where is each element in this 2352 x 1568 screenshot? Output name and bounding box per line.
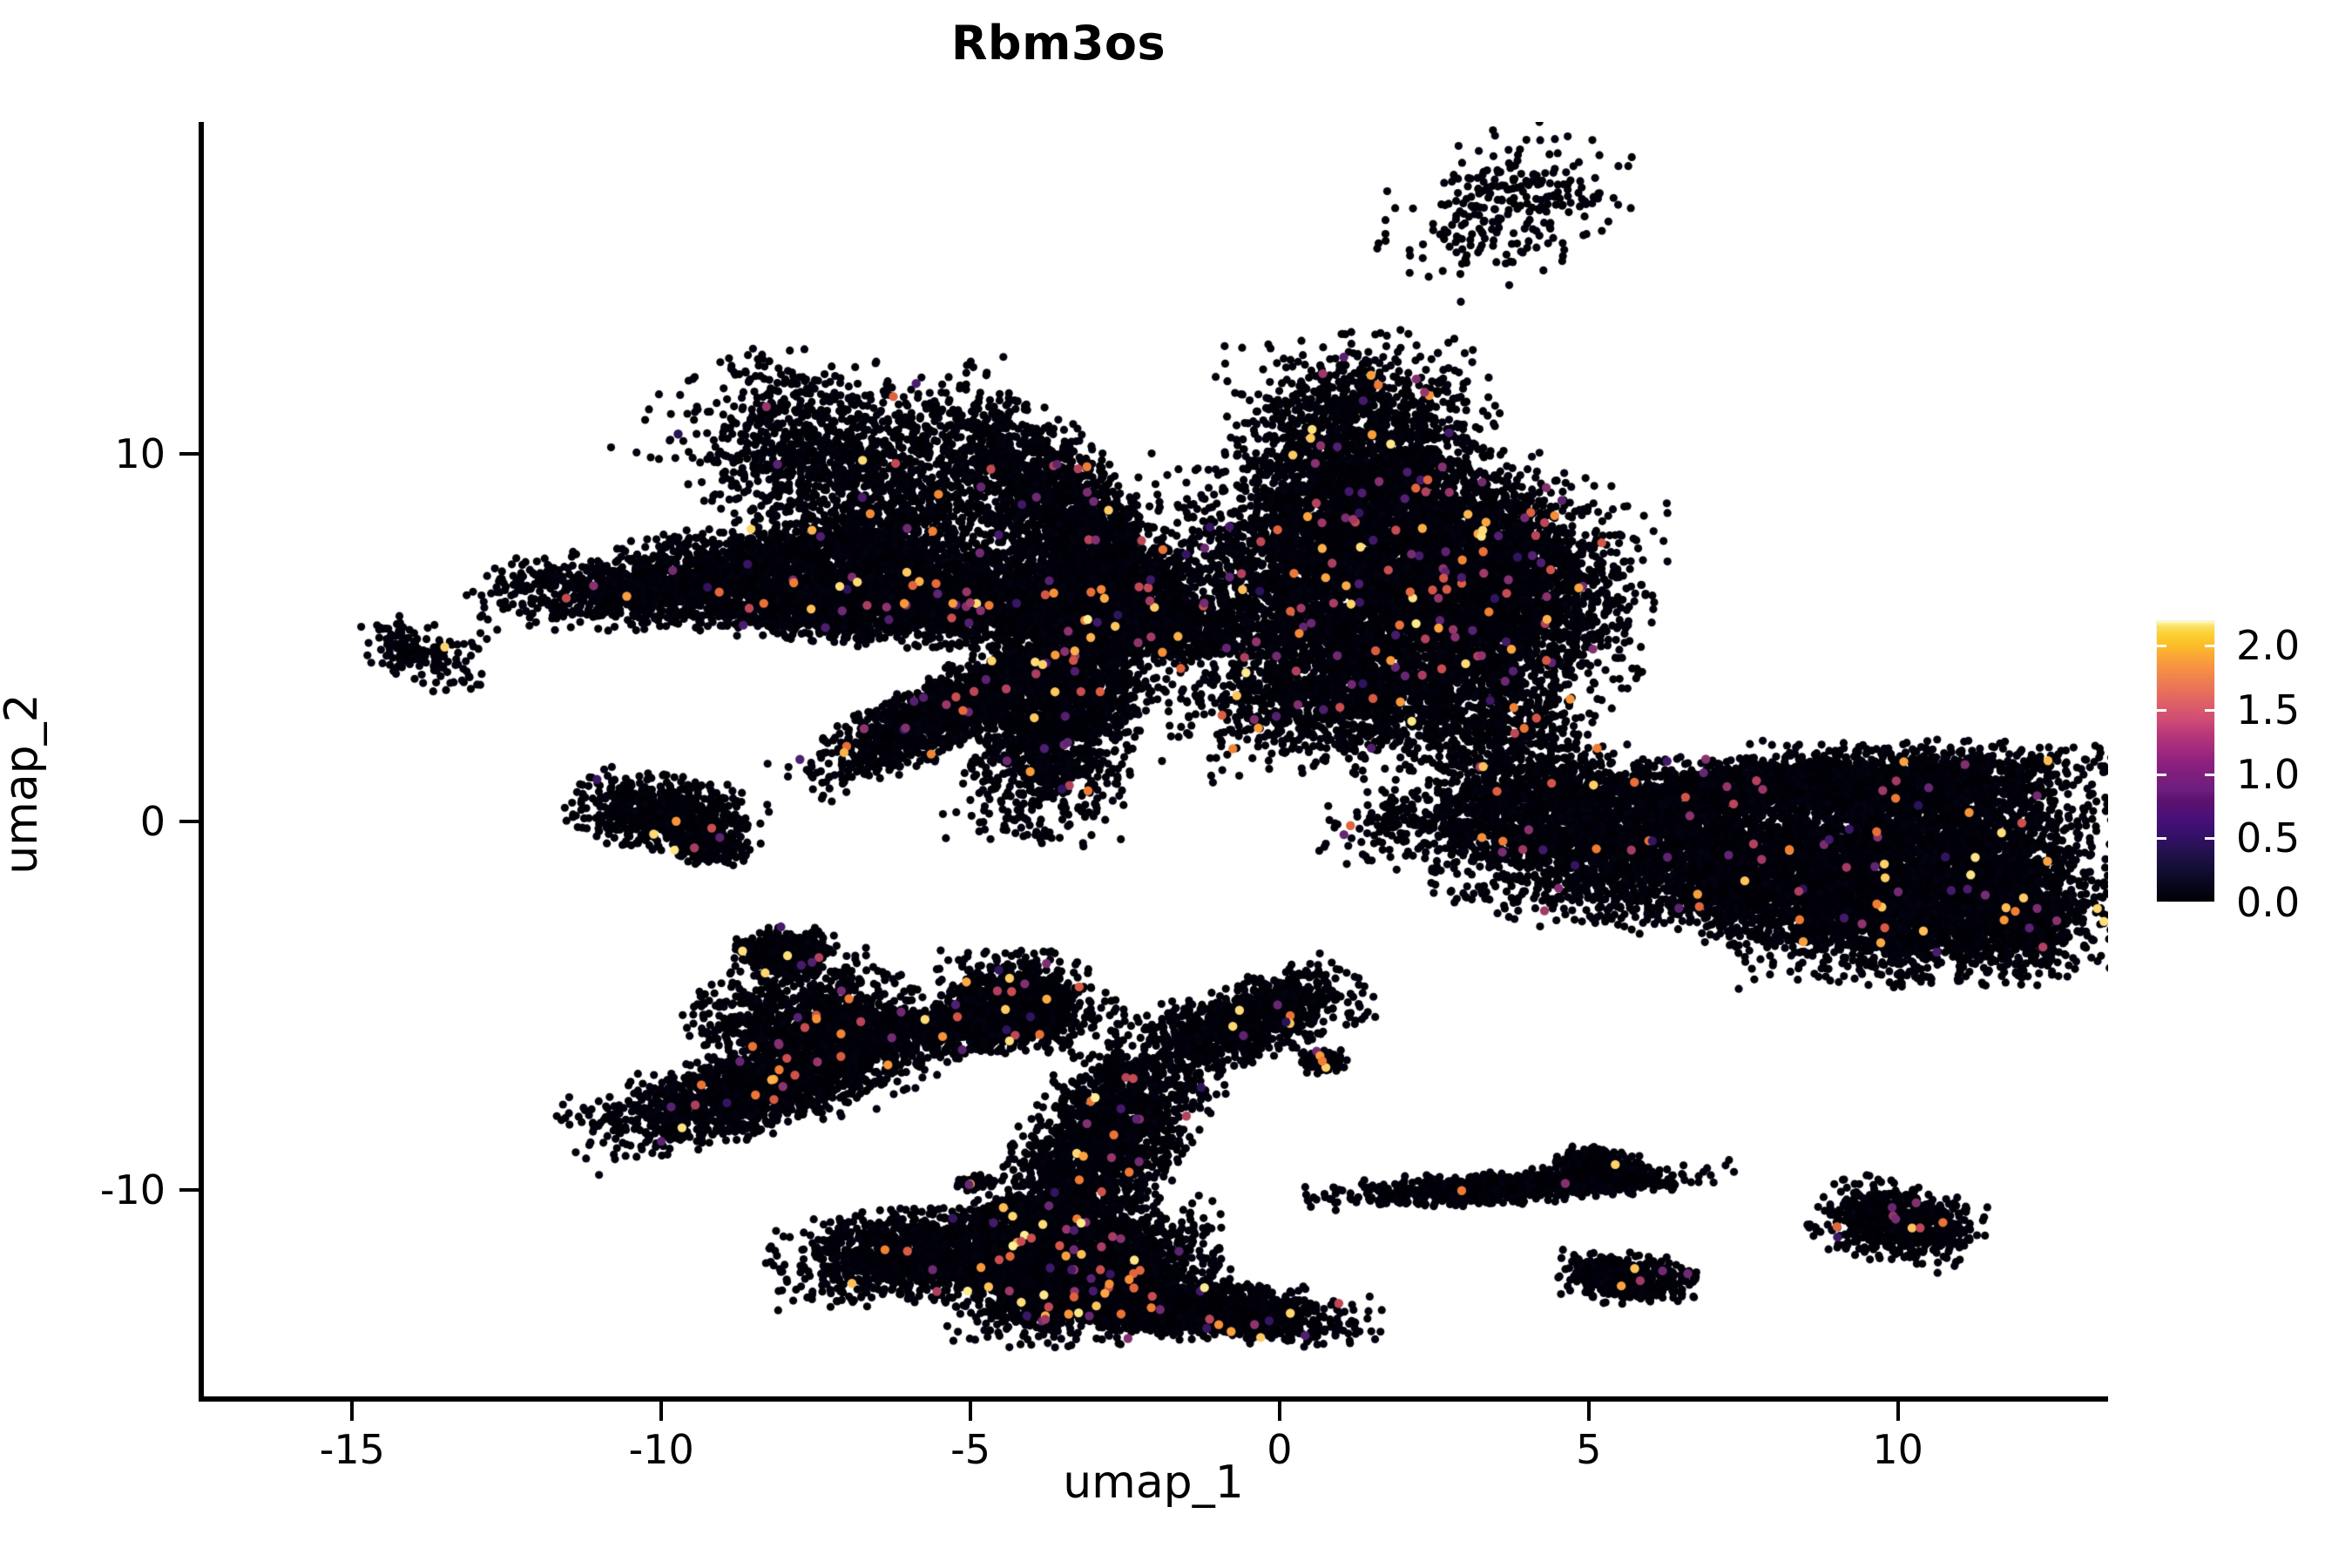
- colorbar-tick-label: 1.5: [2236, 686, 2301, 734]
- y-tick-mark: [179, 451, 199, 456]
- x-tick-mark: [969, 1402, 973, 1421]
- colorbar-gradient: [2156, 620, 2215, 902]
- x-tick-label: -15: [319, 1426, 385, 1473]
- x-tick-label: 10: [1872, 1426, 1923, 1473]
- y-axis-spine: [199, 122, 204, 1402]
- x-tick-mark: [350, 1402, 355, 1421]
- y-tick-mark: [179, 1188, 199, 1193]
- y-tick-label: 0: [139, 798, 166, 846]
- colorbar-tick-mark: [2156, 773, 2166, 776]
- plot-axes: -15 -10 -5 0 5 10 10 0 -10: [100, 122, 2108, 1473]
- colorbar-tick-label: 0.0: [2236, 879, 2301, 926]
- y-axis-label: umap_2: [0, 693, 48, 875]
- x-tick-label: -5: [950, 1426, 990, 1473]
- colorbar-tick-mark: [2156, 902, 2166, 904]
- colorbar-tick-mark: [2156, 709, 2166, 713]
- colorbar-tick-mark: [2205, 773, 2215, 776]
- colorbar-tick-label: 1.0: [2236, 750, 2301, 798]
- x-tick-mark: [1277, 1402, 1281, 1421]
- x-tick-mark: [659, 1402, 664, 1421]
- scatter-plot-points: [204, 122, 2108, 1396]
- page-title: Rbm3os: [950, 16, 1166, 71]
- colorbar: 2.0 1.5 1.0 0.5 0.0: [2156, 620, 2348, 926]
- colorbar-tick-mark: [2205, 645, 2215, 648]
- y-tick-label: 10: [114, 429, 166, 477]
- colorbar-tick-mark: [2156, 645, 2166, 648]
- x-tick-mark: [1896, 1402, 1900, 1421]
- colorbar-tick-mark: [2205, 837, 2215, 841]
- x-tick-label: 5: [1576, 1426, 1602, 1473]
- x-tick-label: 0: [1267, 1426, 1293, 1473]
- y-tick-mark: [179, 820, 199, 824]
- x-axis-spine: [199, 1396, 2108, 1402]
- x-axis-label: umap_1: [1063, 1456, 1244, 1509]
- y-tick-label: -10: [99, 1166, 166, 1214]
- colorbar-tick-label: 0.5: [2236, 814, 2301, 862]
- x-tick-label: -10: [628, 1426, 694, 1473]
- colorbar-tick-mark: [2205, 709, 2215, 713]
- colorbar-tick-mark: [2156, 837, 2166, 841]
- x-tick-mark: [1586, 1402, 1591, 1421]
- colorbar-tick-label: 2.0: [2236, 622, 2301, 670]
- colorbar-tick-mark: [2205, 902, 2215, 904]
